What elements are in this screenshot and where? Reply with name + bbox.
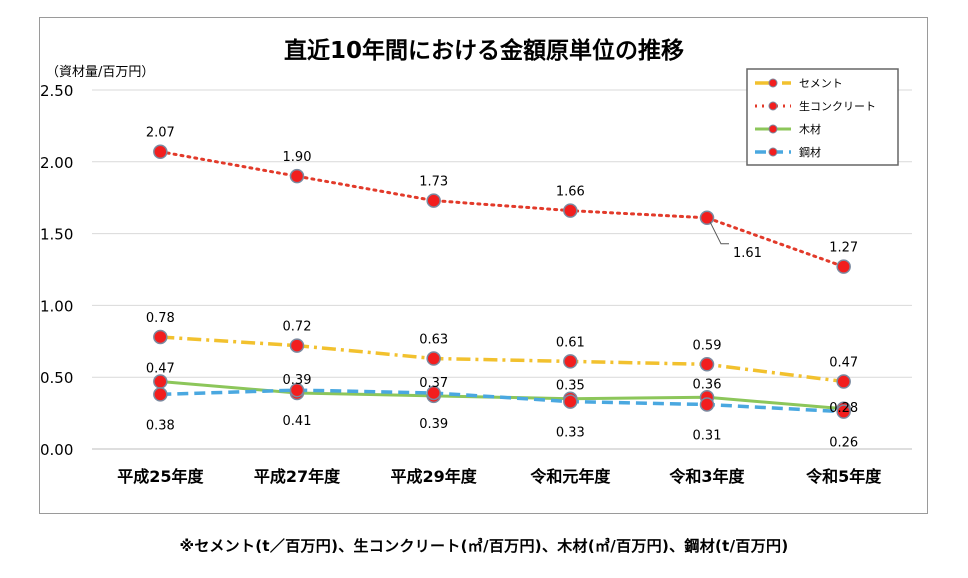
y-tick-label: 1.00 [40, 297, 73, 315]
series-line-1 [158, 150, 846, 269]
legend-swatch-marker [768, 78, 778, 88]
series-line-3 [160, 388, 844, 414]
data-point-1-3 [563, 203, 578, 218]
data-point-3-3 [563, 394, 578, 409]
x-tick-label: 平成29年度 [391, 467, 478, 486]
data-point-3-0 [153, 387, 168, 402]
data-label: 1.27 [829, 241, 858, 256]
data-label: 0.41 [283, 414, 312, 429]
data-label: 1.66 [556, 185, 585, 200]
data-point-0-5 [836, 374, 851, 389]
legend-swatch-marker [768, 101, 778, 111]
data-point-1-0 [153, 144, 168, 159]
data-label: 0.39 [419, 417, 448, 432]
data-label: 0.35 [556, 379, 585, 394]
data-point-1-4 [699, 210, 715, 226]
data-point-0-2 [426, 351, 441, 366]
data-point-0-0 [153, 329, 168, 345]
chart-title: 直近10年間における金額原単位の推移 [284, 37, 684, 64]
data-point-3-4 [699, 397, 715, 412]
x-tick-label: 令和5年度 [805, 467, 882, 486]
legend-label: 生コンクリート [799, 99, 876, 113]
data-label: 1.73 [419, 175, 448, 190]
data-label: 0.59 [693, 338, 722, 353]
data-label: 0.78 [146, 311, 175, 326]
data-label: 0.47 [146, 362, 175, 377]
data-point-1-2 [426, 193, 441, 208]
data-label: 0.28 [829, 401, 858, 416]
data-point-1-5 [836, 259, 851, 274]
data-label: 0.72 [283, 320, 312, 335]
leader-line [709, 221, 729, 245]
legend-swatch-marker [768, 124, 778, 134]
y-axis-label: （資材量/百万円） [46, 65, 154, 80]
data-point-3-5 [836, 404, 851, 419]
data-point-1-1 [289, 168, 305, 184]
x-tick-label: 平成25年度 [117, 467, 204, 486]
y-tick-label: 2.00 [40, 154, 73, 172]
data-label: 0.38 [146, 418, 175, 433]
data-label: 0.61 [556, 335, 585, 350]
legend-swatch-marker [768, 147, 778, 157]
series-line-0 [160, 335, 844, 384]
y-tick-label: 2.50 [40, 82, 73, 100]
data-point-3-1 [289, 382, 305, 398]
data-point-0-1 [289, 338, 305, 353]
data-label: 2.07 [146, 126, 175, 141]
footnote: ※セメント(t／百万円)、生コンクリート(㎥/百万円)、木材(㎥/百万円)、鋼材… [179, 537, 789, 555]
legend-label: 木材 [799, 122, 821, 136]
legend-label: セメント [799, 77, 843, 90]
data-label: 0.31 [693, 428, 722, 443]
data-label: 0.36 [693, 377, 722, 392]
x-tick-label: 平成27年度 [254, 467, 341, 486]
y-tick-label: 0.00 [40, 441, 73, 459]
y-tick-label: 1.50 [40, 226, 73, 244]
data-label: 1.61 [733, 246, 762, 261]
line-chart: 直近10年間における金額原単位の推移 （資材量/百万円） 0.00 0.50 1.00 1… [40, 37, 912, 486]
data-point-2-0 [153, 374, 168, 389]
data-point-3-2 [426, 385, 441, 401]
data-label: 0.47 [829, 356, 858, 371]
x-tick-label: 令和元年度 [529, 467, 611, 486]
data-point-0-4 [699, 357, 715, 372]
y-tick-label: 0.50 [40, 369, 73, 387]
data-label: 0.37 [419, 376, 448, 391]
data-label: 0.63 [419, 333, 448, 348]
legend-label: 鋼材 [799, 145, 821, 159]
data-point-0-3 [563, 354, 578, 369]
data-label: 0.26 [829, 436, 858, 451]
data-label: 0.33 [556, 426, 585, 441]
x-tick-label: 令和3年度 [668, 467, 745, 486]
data-label: 1.90 [283, 150, 312, 165]
data-label: 0.39 [283, 373, 312, 388]
